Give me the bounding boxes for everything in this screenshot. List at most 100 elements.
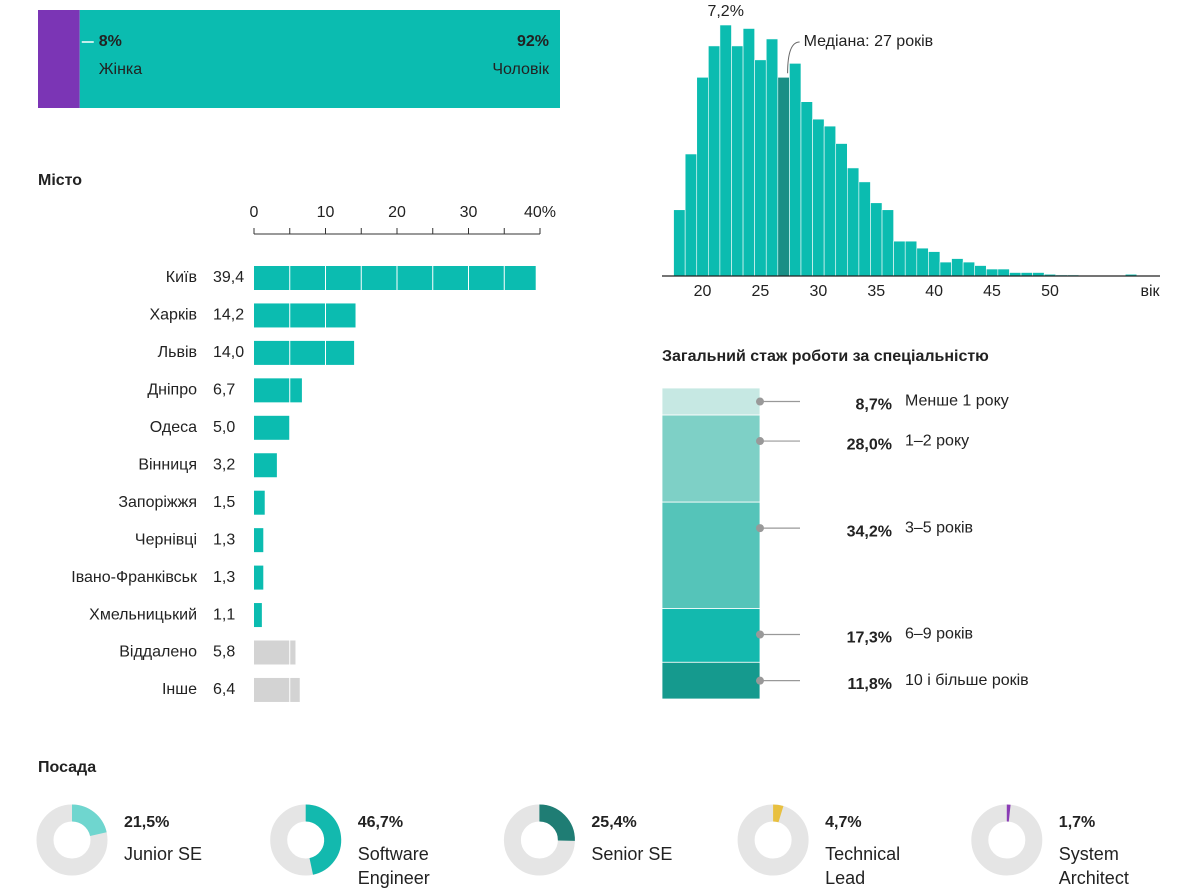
x-tick-label: 40%: [524, 204, 556, 221]
histogram-bar: [742, 28, 755, 277]
experience-label: 3–5 років: [905, 519, 973, 536]
histogram-bar: [765, 38, 779, 277]
histogram-bar: [881, 209, 894, 277]
section-title: Посада: [38, 759, 96, 776]
experience-segment: [661, 661, 761, 700]
position-label: System Architect: [1058, 844, 1129, 888]
position-label: Senior SE: [591, 844, 673, 864]
gender-label: Чоловік: [492, 61, 550, 78]
section-title: Загальний стаж роботи за спеціальністю: [662, 348, 989, 365]
leader-dot: [756, 437, 764, 446]
histogram-bar: [777, 76, 790, 277]
experience-value: 34,2%: [847, 523, 892, 540]
gender-segment: [79, 10, 560, 108]
histogram-bar: [985, 268, 999, 277]
histogram-bar: [835, 143, 848, 277]
median-label: Медіана: 27 років: [804, 33, 934, 50]
histogram-bar: [800, 101, 813, 277]
experience-value: 11,8%: [848, 676, 892, 693]
histogram-bar: [812, 118, 825, 277]
histogram-bar: [754, 59, 767, 277]
bar: [254, 490, 265, 515]
experience-label: 10 і більше років: [905, 672, 1029, 689]
histogram-bar: [708, 45, 721, 277]
bar: [254, 266, 536, 290]
median-leader: [787, 41, 800, 74]
experience-value: 8,7%: [856, 397, 892, 414]
bar: [254, 415, 290, 440]
gender-value: 92%: [517, 33, 549, 50]
x-tick-label: 20: [388, 204, 406, 221]
value-label: 1,5: [213, 494, 235, 511]
histogram-bar: [696, 76, 709, 277]
position-value: 25,4%: [591, 814, 636, 831]
city-label: Львів: [158, 344, 197, 361]
value-label: 39,4: [213, 269, 244, 286]
leader-dot: [756, 397, 764, 406]
histogram-bar: [997, 268, 1010, 277]
bar: [254, 378, 302, 403]
experience-label: Менше 1 року: [905, 393, 1009, 410]
city-label: Дніпро: [147, 382, 197, 399]
histogram-bar: [789, 63, 802, 277]
experience-segment: [661, 608, 761, 663]
experience-value: 17,3%: [847, 630, 892, 647]
bar: [254, 565, 264, 590]
x-tick-label: 20: [694, 283, 712, 300]
gender-segment: [38, 10, 80, 108]
histogram-bar: [916, 247, 929, 277]
position-label: Software Engineer: [357, 844, 430, 888]
experience-label: 1–2 року: [905, 432, 969, 449]
city-label: Чернівці: [135, 531, 197, 548]
city-label: Інше: [162, 681, 197, 698]
city-label: Віддалено: [119, 644, 197, 661]
bar: [254, 453, 277, 478]
value-label: 1,3: [213, 569, 235, 586]
donut-arc: [772, 804, 784, 823]
experience-segment: [661, 387, 761, 416]
value-label: 3,2: [213, 456, 235, 473]
position-value: 46,7%: [358, 814, 403, 831]
city-label: Запоріжжя: [118, 494, 197, 511]
value-label: 6,4: [213, 681, 235, 698]
histogram-bar: [847, 167, 860, 277]
value-label: 5,8: [213, 644, 235, 661]
city-label: Одеса: [150, 419, 197, 436]
histogram-bar: [684, 153, 698, 277]
value-label: 6,7: [213, 382, 235, 399]
value-label: 1,1: [213, 606, 235, 623]
histogram-bar: [893, 240, 906, 277]
experience-value: 28,0%: [847, 436, 892, 453]
histogram-bar: [939, 261, 952, 277]
histogram-bar: [870, 202, 883, 277]
city-label: Харків: [149, 307, 197, 324]
bar: [254, 340, 355, 365]
x-tick-label: 30: [460, 204, 478, 221]
histogram-bar: [928, 251, 941, 277]
city-label: Хмельницький: [89, 606, 197, 623]
position-value: 21,5%: [124, 814, 169, 831]
donut-arc: [538, 804, 575, 842]
bar: [254, 303, 356, 328]
experience-segment: [661, 501, 761, 609]
value-label: 14,2: [213, 307, 244, 324]
gender-value: 8%: [99, 33, 122, 50]
donut-arc: [305, 804, 342, 875]
position-value: 1,7%: [1059, 814, 1095, 831]
x-tick-label: 45: [983, 283, 1001, 300]
bar: [254, 603, 262, 628]
position-label: Technical Lead: [825, 844, 901, 888]
leader-dot: [756, 676, 764, 685]
position-value: 4,7%: [825, 814, 861, 831]
city-label: Київ: [166, 269, 197, 286]
x-axis-label: вік: [1140, 283, 1160, 300]
section-title: Місто: [38, 172, 82, 189]
histogram-bar: [974, 265, 987, 277]
histogram-bar: [962, 261, 975, 277]
city-label: Івано-Франківськ: [71, 569, 198, 586]
value-label: 5,0: [213, 419, 235, 436]
peak-label: 7,2%: [707, 3, 743, 20]
histogram-bar: [673, 209, 686, 277]
x-tick-label: 10: [317, 204, 335, 221]
